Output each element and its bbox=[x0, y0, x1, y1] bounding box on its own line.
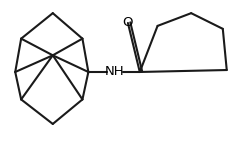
Text: O: O bbox=[123, 16, 133, 29]
Text: NH: NH bbox=[105, 65, 125, 79]
